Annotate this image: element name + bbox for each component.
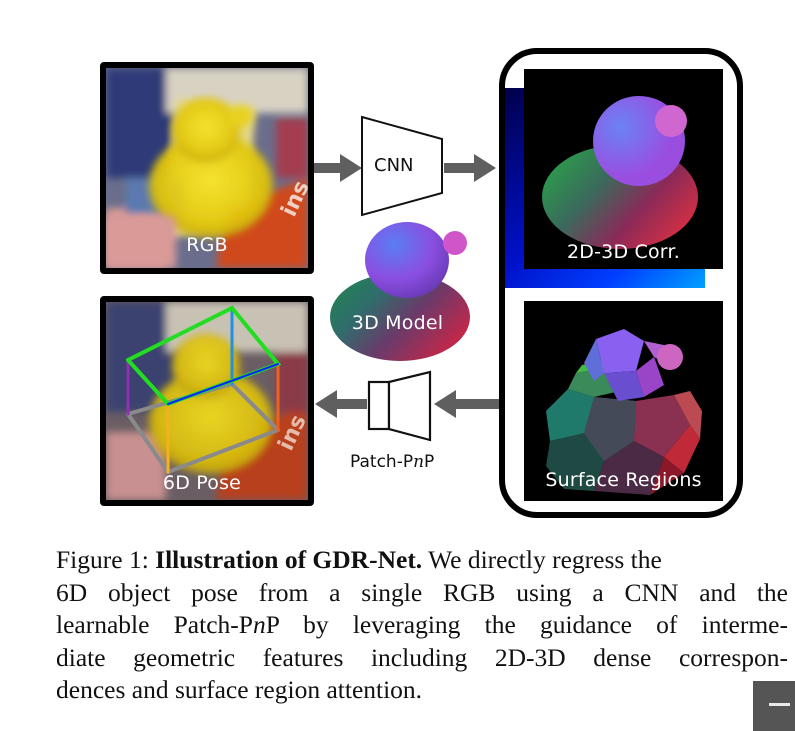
minimize-button[interactable] — [753, 681, 795, 731]
pose-duck-photo: ins — [106, 302, 308, 500]
corr-duck-icon — [542, 96, 698, 249]
pose-bounding-box — [126, 305, 282, 474]
arrow-left-icon — [315, 390, 367, 418]
patch-pnp-label: Patch-PnP — [350, 452, 435, 472]
cnn-label: CNN — [374, 155, 414, 176]
2d-3d-corr-label: 2D-3D Corr. — [566, 241, 680, 263]
6d-pose-output-image: ins 6D Pose — [100, 296, 314, 506]
caption-line-5: dences and surface region attention. — [56, 675, 423, 704]
3d-model-label: 3D Model — [351, 312, 444, 334]
minimize-icon — [769, 703, 790, 706]
rgb-input-image: ins RGB — [100, 62, 314, 274]
caption-title: Illustration of GDR-Net. — [155, 545, 423, 574]
surface-regions-duck-icon — [546, 329, 702, 495]
caption-line-4: diate geometric features including 2D-3D… — [56, 642, 788, 672]
arrow-right-icon — [314, 154, 362, 182]
caption-line-1: Figure 1: Illustration of GDR-Net. We di… — [56, 545, 662, 574]
2d-3d-corr-map: 2D-3D Corr. — [524, 69, 723, 269]
surface-regions-label: Surface Regions — [545, 469, 702, 491]
6d-pose-label: 6D Pose — [162, 472, 242, 494]
duck-model-icon — [330, 222, 470, 361]
caption-line-2: 6D object pose from a single RGB using a… — [56, 577, 788, 607]
3d-model-render: 3D Model — [325, 215, 475, 365]
caption-line-3: learnable Patch-PnP by leveraging the gu… — [56, 610, 788, 639]
patch-pnp-decoder-icon — [367, 370, 432, 442]
figure-caption: Figure 1: Illustration of GDR-Net. We di… — [56, 544, 788, 707]
cnn-encoder-block: CNN — [360, 115, 445, 218]
arrow-right-icon — [444, 154, 496, 182]
arrow-left-icon — [434, 390, 500, 418]
rgb-label: RGB — [186, 234, 228, 256]
surface-regions-map: Surface Regions — [524, 301, 723, 501]
rgb-duck-photo: ins — [106, 68, 308, 268]
patch-pnp-block — [366, 370, 436, 442]
trapezoid-encoder-icon — [361, 115, 443, 217]
